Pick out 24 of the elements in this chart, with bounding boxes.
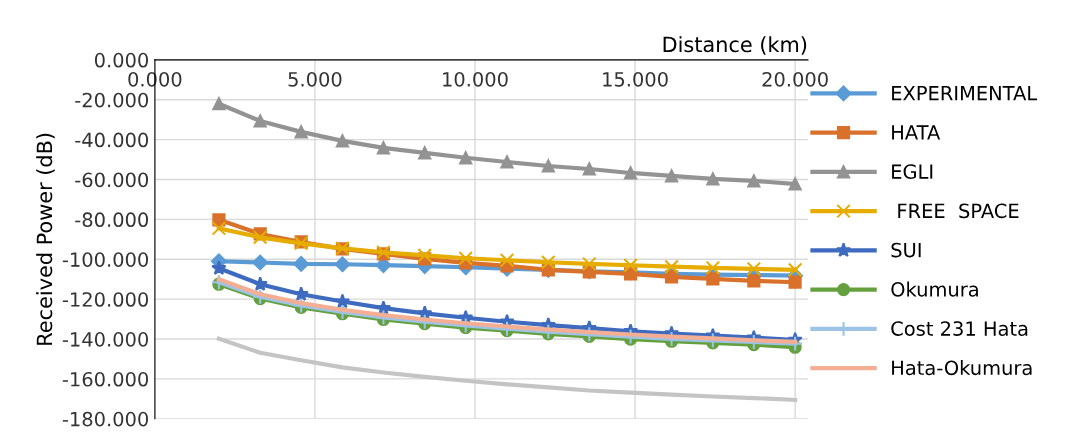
legend-label: EXPERIMENTAL <box>892 86 1038 101</box>
legend-label: EGLI <box>892 164 933 179</box>
x-tick-label: 20.000 <box>762 71 828 87</box>
y-tick-label: -80.000 <box>75 212 149 228</box>
y-tick-label: -180.000 <box>62 411 149 427</box>
x-axis-title: Distance (km) <box>663 36 807 55</box>
legend-label: Okumura <box>891 281 978 297</box>
y-tick-label: -100.000 <box>62 252 149 267</box>
legend-label: Cost 231 Hata <box>891 321 1028 336</box>
legend-label: SUI <box>891 242 921 258</box>
y-tick-label: -60.000 <box>75 172 149 188</box>
y-tick-label: -20.000 <box>75 92 149 108</box>
legend-label: FREE SPACE <box>898 203 1019 219</box>
y-tick-label: -120.000 <box>62 292 149 307</box>
y-tick-label: 0.000 <box>94 52 149 68</box>
x-tick-label: 10.000 <box>443 71 508 87</box>
y-tick-label: -140.000 <box>62 332 149 347</box>
y-tick-label: -160.000 <box>62 371 149 387</box>
legend-label: HATA <box>892 125 941 140</box>
legend-label: Hata-Okumura <box>892 360 1032 376</box>
x-tick-label: 15.000 <box>603 71 668 87</box>
y-tick-label: -40.000 <box>75 132 149 148</box>
x-tick-label: 5.000 <box>288 71 342 87</box>
y-axis-title: Received Power (dB) <box>36 133 55 345</box>
